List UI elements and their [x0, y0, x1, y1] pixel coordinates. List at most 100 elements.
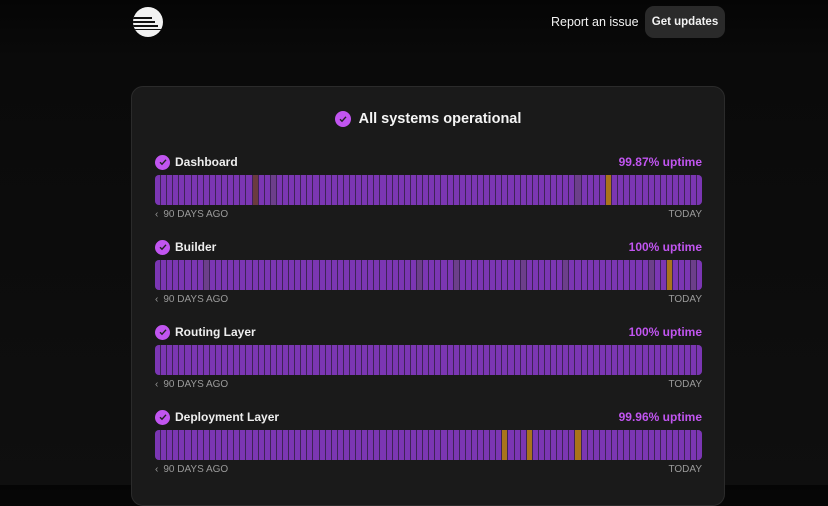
day-bar[interactable] [368, 175, 374, 205]
day-bar[interactable] [447, 260, 453, 290]
day-bar[interactable] [660, 345, 666, 375]
day-bar[interactable] [484, 260, 490, 290]
day-bar[interactable] [258, 345, 264, 375]
day-bar[interactable] [453, 260, 459, 290]
day-bar[interactable] [203, 175, 209, 205]
day-bar[interactable] [215, 175, 222, 205]
day-bar[interactable] [234, 430, 240, 460]
day-bar[interactable] [697, 260, 702, 290]
day-bar[interactable] [295, 430, 301, 460]
day-bar[interactable] [496, 175, 502, 205]
day-bar[interactable] [185, 430, 191, 460]
day-bar[interactable] [246, 175, 252, 205]
day-bar[interactable] [508, 260, 514, 290]
day-bar[interactable] [398, 260, 404, 290]
day-bar[interactable] [398, 430, 404, 460]
day-bar[interactable] [630, 175, 636, 205]
day-bar[interactable] [282, 345, 289, 375]
day-bar[interactable] [264, 345, 270, 375]
day-bar[interactable] [630, 430, 636, 460]
day-bar[interactable] [532, 430, 538, 460]
day-bar[interactable] [526, 345, 532, 375]
day-bar[interactable] [173, 175, 179, 205]
day-bar[interactable] [362, 175, 368, 205]
day-bar[interactable] [429, 260, 435, 290]
day-bar[interactable] [191, 430, 197, 460]
day-bar[interactable] [599, 260, 605, 290]
day-bar[interactable] [240, 430, 246, 460]
day-bar[interactable] [636, 175, 642, 205]
day-bar[interactable] [569, 345, 575, 375]
day-bar[interactable] [636, 260, 642, 290]
day-bar[interactable] [441, 430, 447, 460]
day-bar[interactable] [343, 260, 349, 290]
day-bar[interactable] [477, 345, 484, 375]
day-bar[interactable] [179, 175, 185, 205]
day-bar[interactable] [612, 430, 618, 460]
day-bar[interactable] [642, 345, 648, 375]
report-issue-link[interactable]: Report an issue [551, 15, 639, 29]
day-bar[interactable] [429, 175, 435, 205]
day-bar[interactable] [679, 260, 685, 290]
day-bar[interactable] [179, 345, 185, 375]
day-bar[interactable] [410, 175, 417, 205]
day-bar[interactable] [258, 430, 264, 460]
day-bar[interactable] [264, 430, 270, 460]
day-bar[interactable] [624, 345, 630, 375]
day-bar[interactable] [337, 345, 343, 375]
day-bar[interactable] [679, 175, 685, 205]
day-bar[interactable] [447, 345, 453, 375]
day-bar[interactable] [191, 175, 197, 205]
day-bar[interactable] [222, 175, 228, 205]
day-bar[interactable] [605, 175, 612, 205]
day-bar[interactable] [203, 430, 209, 460]
day-bar[interactable] [660, 260, 666, 290]
day-bar[interactable] [526, 175, 532, 205]
day-bar[interactable] [453, 345, 459, 375]
day-bar[interactable] [514, 175, 520, 205]
day-bar[interactable] [654, 175, 660, 205]
day-bar[interactable] [581, 260, 587, 290]
day-bar[interactable] [685, 175, 691, 205]
day-bar[interactable] [526, 430, 532, 460]
day-bar[interactable] [301, 260, 307, 290]
day-bar[interactable] [465, 260, 471, 290]
day-bar[interactable] [203, 260, 209, 290]
day-bar[interactable] [569, 260, 575, 290]
day-bar[interactable] [593, 175, 599, 205]
day-bar[interactable] [465, 430, 471, 460]
day-bar[interactable] [685, 430, 691, 460]
day-bar[interactable] [685, 345, 691, 375]
day-bar[interactable] [697, 175, 702, 205]
day-bar[interactable] [209, 345, 215, 375]
day-bar[interactable] [642, 430, 648, 460]
day-bar[interactable] [526, 260, 532, 290]
day-bar[interactable] [313, 175, 319, 205]
day-bar[interactable] [161, 260, 167, 290]
day-bar[interactable] [441, 175, 447, 205]
day-bar[interactable] [697, 430, 702, 460]
day-bar[interactable] [532, 260, 538, 290]
day-bar[interactable] [612, 345, 618, 375]
day-bar[interactable] [514, 345, 520, 375]
day-bar[interactable] [417, 345, 423, 375]
day-bar[interactable] [252, 345, 258, 375]
day-bar[interactable] [343, 345, 349, 375]
day-bar[interactable] [234, 345, 240, 375]
day-bar[interactable] [563, 345, 569, 375]
day-bar[interactable] [563, 260, 569, 290]
day-bar[interactable] [252, 175, 258, 205]
chevron-left-icon[interactable]: ‹ [155, 464, 159, 475]
day-bar[interactable] [246, 430, 252, 460]
day-bar[interactable] [459, 345, 465, 375]
day-bar[interactable] [477, 175, 484, 205]
day-bar[interactable] [313, 260, 319, 290]
day-bar[interactable] [502, 175, 508, 205]
day-bar[interactable] [490, 345, 496, 375]
day-bar[interactable] [666, 430, 672, 460]
day-bar[interactable] [337, 430, 343, 460]
day-bar[interactable] [289, 175, 295, 205]
day-bar[interactable] [648, 260, 654, 290]
day-bar[interactable] [222, 430, 228, 460]
day-bar[interactable] [612, 175, 618, 205]
